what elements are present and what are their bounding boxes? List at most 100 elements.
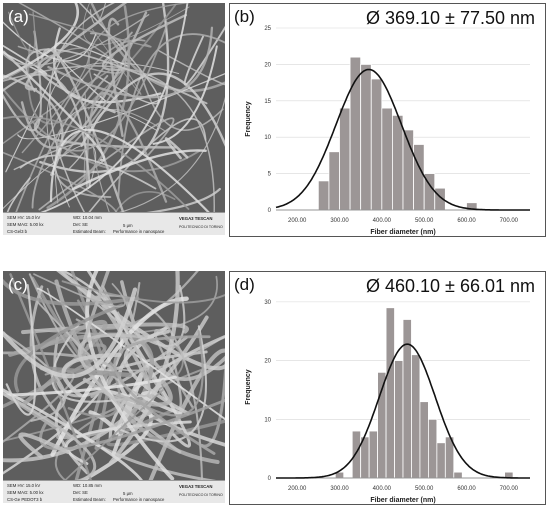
sem-fiber [31, 31, 133, 209]
sem-fiber [36, 300, 151, 397]
sem-hv: SEM HV: 15.0 kV [7, 483, 41, 488]
y-tick-label: 0 [268, 208, 272, 214]
y-tick-label: 10 [264, 135, 271, 141]
histogram-bar [402, 319, 412, 479]
sem-fiber [3, 14, 150, 66]
histogram-d: 0 10 20 30 200.00 300.00 400.00 500.00 600.00 700… [245, 300, 530, 504]
histogram-bar [413, 144, 425, 211]
y-tick-label: 25 [264, 26, 271, 32]
y-axis-label: Frequency [245, 369, 252, 405]
sem-fiber [3, 44, 48, 75]
sem-fiber [85, 271, 175, 481]
histogram-bar [381, 107, 393, 211]
y-tick-label: 30 [264, 300, 271, 306]
x-tick-label: 200.00 [288, 218, 307, 224]
sem-image-c: (c) SEM HV: 15.0 kV WD: 10.85 mm SEM MAG… [3, 271, 225, 503]
x-axis-label: Fiber diameter (nm) [370, 497, 435, 504]
sem-fiber [33, 273, 126, 308]
x-tick-label: 500.00 [415, 218, 434, 224]
panel-label-b: (b) [234, 7, 255, 26]
sem-fiber [19, 154, 157, 190]
sem-fibers-a [3, 3, 225, 213]
sem-fiber [63, 389, 164, 481]
sem-fiber [117, 326, 225, 447]
sem-fiber [37, 3, 189, 213]
sem-fiber [34, 115, 177, 149]
sem-brand: VEGA3 TESCAN [179, 216, 213, 221]
sem-logo: POLITECNICO DI TORINO [179, 225, 223, 229]
sem-fiber [47, 26, 214, 99]
sem-fiber [123, 329, 190, 416]
sem-fiber [3, 278, 140, 306]
sem-fiber [5, 284, 37, 416]
y-tick-label: 10 [264, 417, 271, 423]
histogram-bar [328, 151, 340, 211]
histogram-bar [436, 442, 446, 479]
sem-sample: CS-Gel3 b [7, 229, 28, 234]
sem-fiber [3, 337, 184, 442]
sem-fiber [71, 149, 207, 191]
sem-fiber [25, 48, 208, 105]
sem-fiber [108, 271, 180, 465]
sem-fiber [90, 3, 225, 93]
sem-fiber [157, 49, 225, 86]
sem-fiber [7, 11, 36, 53]
histogram-bar [419, 401, 429, 479]
sem-fiber [120, 280, 225, 381]
chart-b: 0 5 10 15 20 25 200.00 300.00 400.00 500.00 600.00… [229, 3, 546, 237]
histogram-bar [368, 430, 378, 479]
sem-fiber [3, 50, 106, 162]
sem-logo: POLITECNICO DI TORINO [179, 493, 223, 497]
normal-fit-curve [276, 343, 530, 479]
sem-det: Det: SE [73, 222, 88, 227]
sem-fiber [4, 375, 177, 397]
sem-beam: Estimated Beam: [73, 229, 106, 234]
sem-fiber [114, 191, 176, 213]
histogram-bar [339, 107, 351, 211]
sem-fiber [140, 390, 183, 416]
histogram-bar [411, 354, 421, 479]
sem-fiber [80, 72, 225, 148]
sem-image-a: (a) SEM HV: 15.0 kV WD: 10.04 mm SEM MAG… [3, 3, 225, 235]
sem-fiber [88, 3, 191, 82]
sem-sample: CS-Ge PEDOT3 b [7, 497, 43, 502]
sem-fiber [3, 331, 67, 422]
histogram-bar [427, 418, 438, 479]
sem-info-bar-a: SEM HV: 15.0 kV WD: 10.04 mm SEM MAG: 5.… [3, 212, 225, 235]
panel-label-d: (d) [234, 275, 255, 294]
sem-scale: 5 μm [123, 491, 133, 496]
sem-fiber [24, 3, 128, 91]
histogram-bar [317, 180, 330, 211]
y-axis-label: Frequency [245, 101, 252, 137]
sem-fiber [148, 348, 225, 481]
sem-fiber [138, 67, 224, 131]
sem-fiber [3, 151, 118, 213]
sem-fiber [3, 73, 91, 188]
sem-mag: SEM MAG: 5.00 kx [7, 222, 44, 227]
sem-fiber [28, 13, 152, 48]
sem-fiber [3, 47, 90, 154]
sem-fiber [39, 398, 225, 451]
sem-fiber [64, 420, 192, 466]
sem-fiber [39, 365, 132, 378]
x-tick-label: 700.00 [500, 486, 519, 492]
x-tick-label: 300.00 [330, 218, 349, 224]
sem-fiber [49, 128, 211, 213]
diameter-stat-b: Ø 369.10 ± 77.50 nm [366, 8, 535, 28]
sem-fiber [3, 87, 201, 173]
sem-info-bar-c: SEM HV: 15.0 kV WD: 10.85 mm SEM MAG: 5.… [3, 480, 225, 503]
panel-label-c: (c) [8, 275, 28, 294]
sem-fiber [3, 287, 138, 379]
histogram-bar [394, 360, 404, 479]
x-tick-label: 400.00 [373, 218, 392, 224]
sem-fiber [38, 117, 175, 211]
sem-scale: 5 μm [123, 223, 133, 228]
histogram-bar [392, 114, 404, 211]
histogram-bar [370, 78, 383, 211]
sem-fiber [59, 271, 186, 347]
x-tick-label: 600.00 [457, 218, 476, 224]
sem-fiber [117, 325, 207, 443]
sem-fiber [115, 379, 173, 407]
sem-fiber [77, 333, 182, 454]
sem-fiber [3, 3, 79, 80]
